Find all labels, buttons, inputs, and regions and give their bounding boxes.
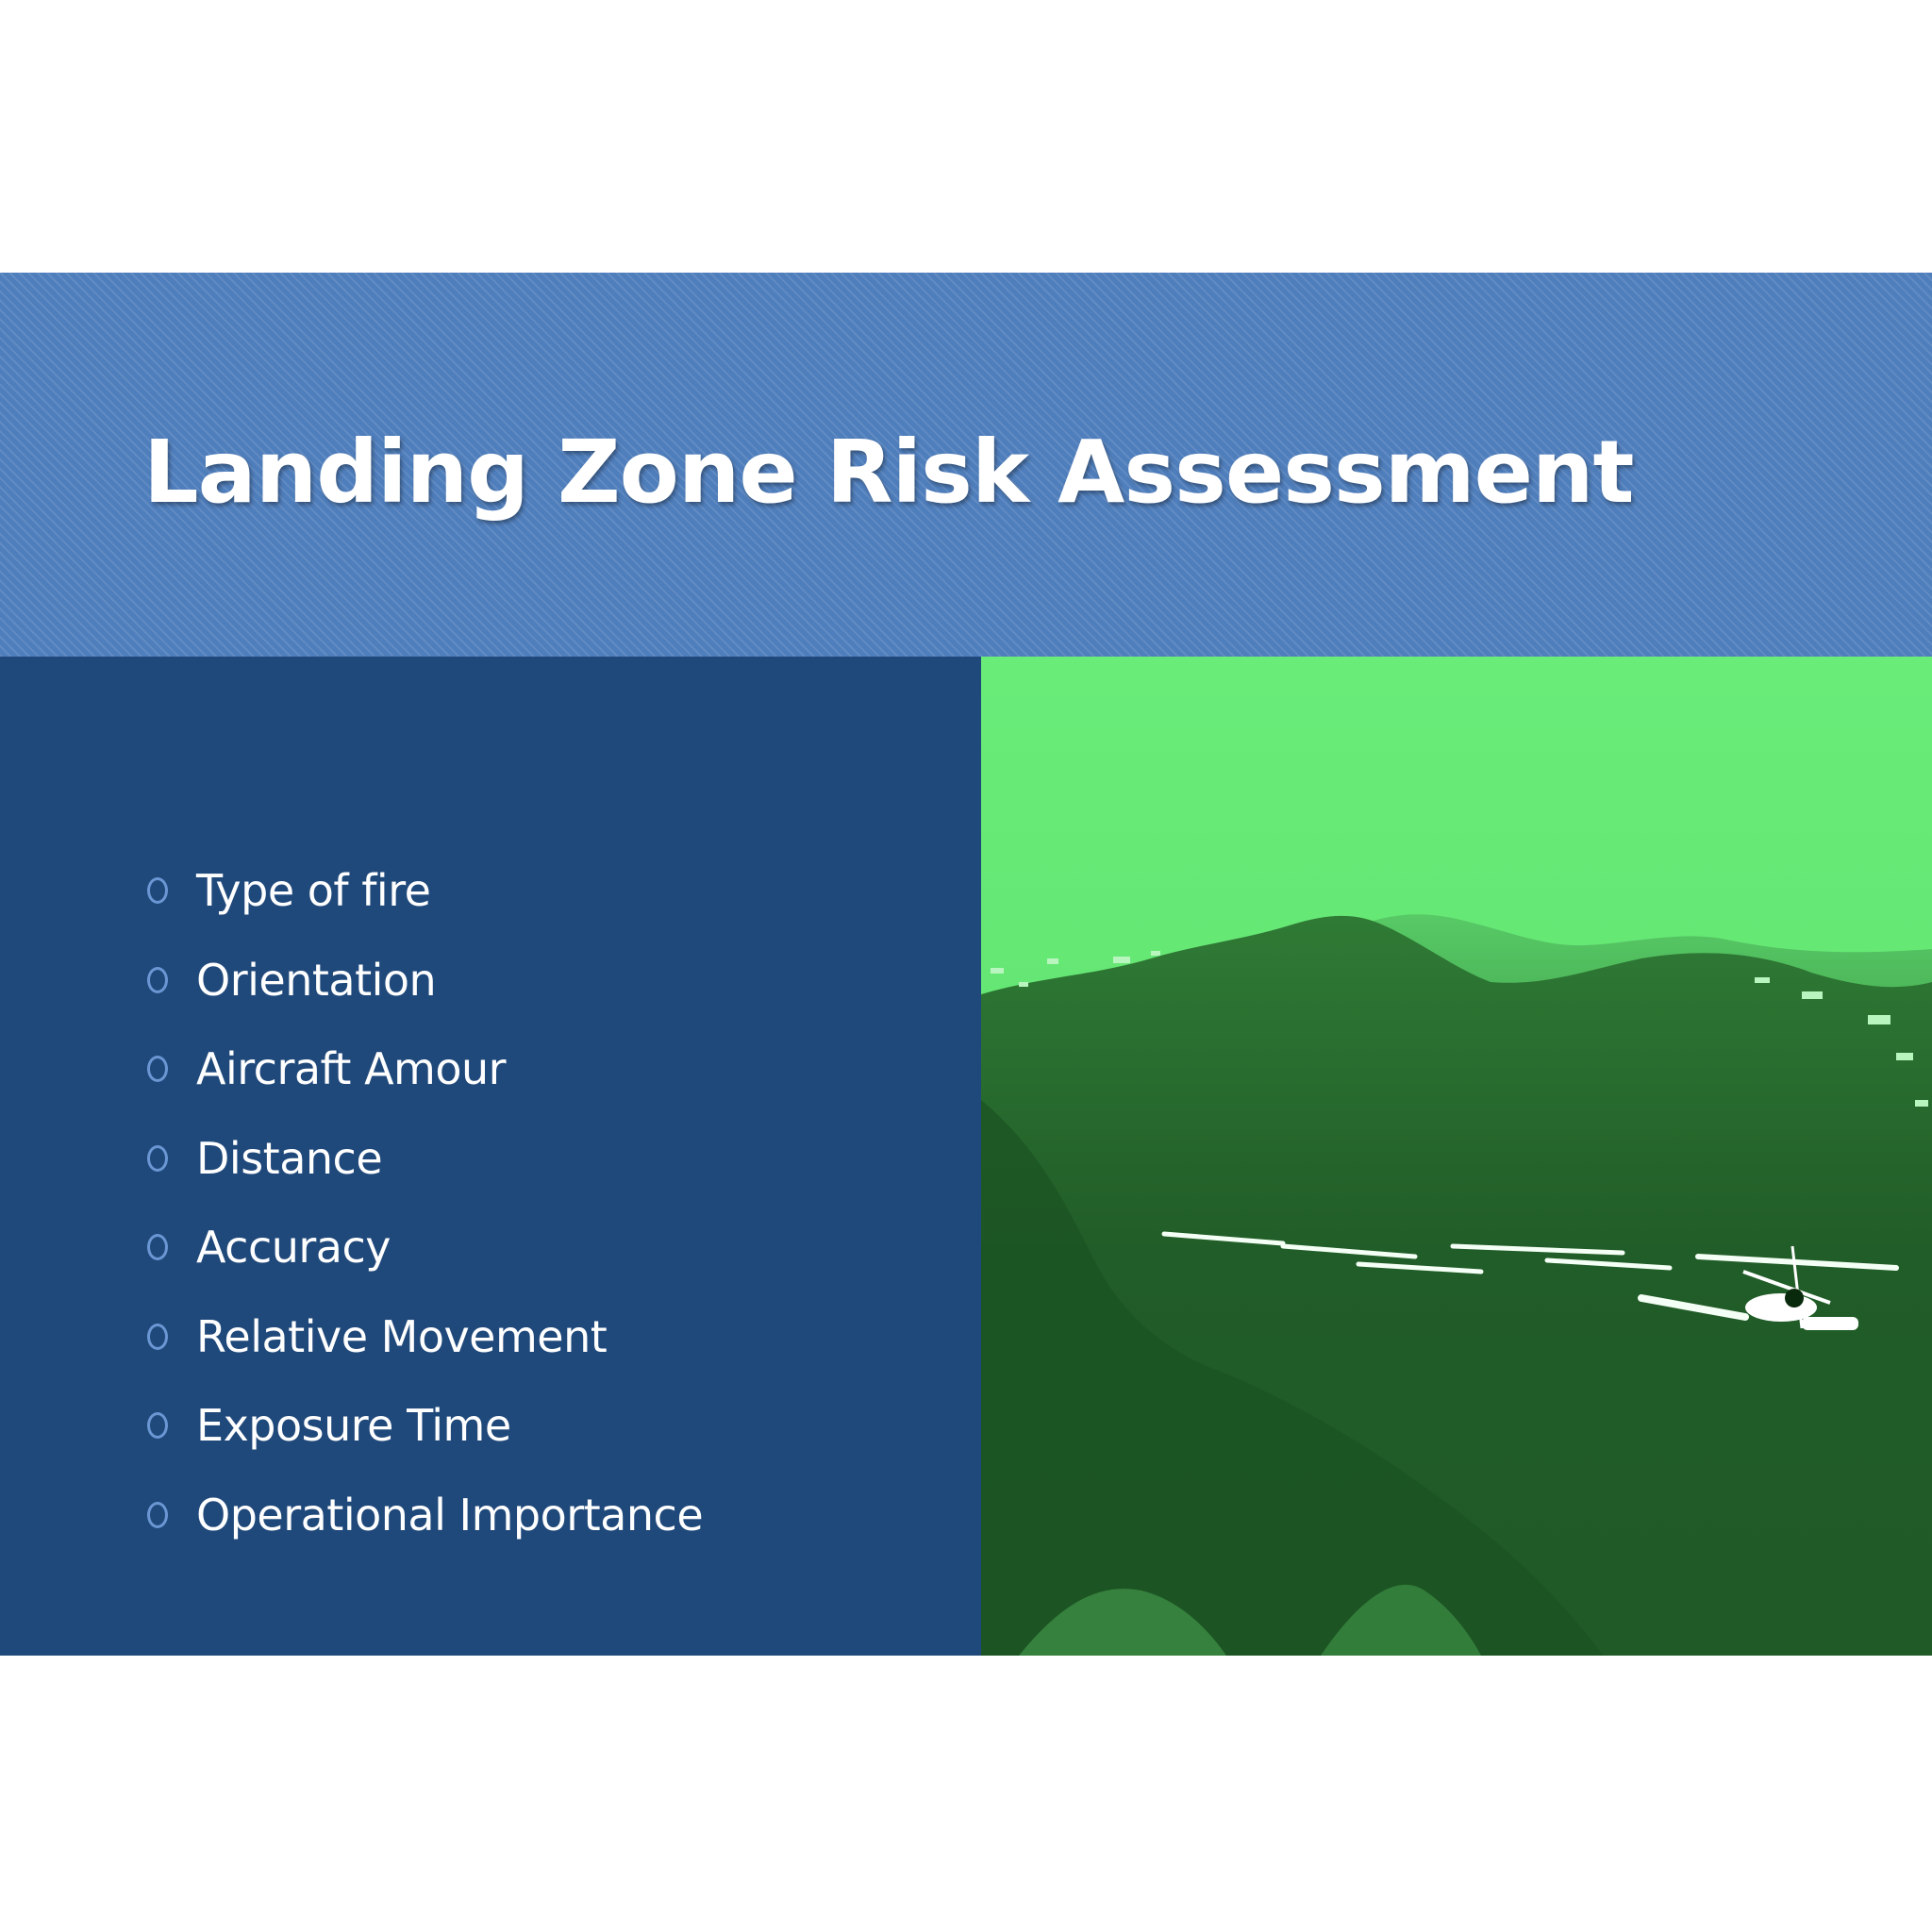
ring-bullet-icon — [147, 877, 168, 905]
valley-shadow — [981, 1100, 1604, 1656]
ring-bullet-icon — [147, 1234, 168, 1261]
bullet-text: Operational Importance — [196, 1489, 704, 1541]
photo-graphic — [981, 657, 1932, 1656]
list-item: Orientation — [147, 936, 703, 1025]
list-item: Type of fire — [147, 846, 703, 936]
ring-bullet-icon — [147, 1501, 168, 1528]
ring-bullet-icon — [147, 1056, 168, 1083]
bullet-text: Relative Movement — [196, 1310, 608, 1362]
bullet-text: Type of fire — [196, 865, 431, 917]
slide: Landing Zone Risk Assessment Type of fir… — [0, 273, 1932, 1656]
foreground-rocks — [1321, 1584, 1481, 1656]
bullet-text: Aircraft Amour — [196, 1043, 507, 1095]
header-band — [0, 273, 1932, 657]
bullet-text: Accuracy — [196, 1222, 391, 1274]
list-item: Distance — [147, 1114, 703, 1204]
village-lights — [991, 951, 1928, 1107]
ring-bullet-icon — [147, 1412, 168, 1440]
helicopter-icon — [1742, 1245, 1858, 1330]
foreground-rocks — [1019, 1589, 1226, 1656]
list-item: Relative Movement — [147, 1292, 703, 1382]
night-vision-helicopter-photo — [981, 657, 1932, 1656]
bullet-list: Type of fire Orientation Aircraft Amour … — [147, 846, 704, 1560]
bullet-text: Exposure Time — [196, 1400, 511, 1452]
slide-title: Landing Zone Risk Assessment — [143, 422, 1635, 523]
ring-bullet-icon — [147, 1323, 168, 1350]
bullet-text: Distance — [196, 1132, 383, 1184]
bullet-text: Orientation — [196, 954, 437, 1006]
list-item: Aircraft Amour — [147, 1024, 703, 1114]
ring-bullet-icon — [147, 1144, 168, 1172]
ring-bullet-icon — [147, 966, 168, 993]
list-item: Accuracy — [147, 1203, 703, 1292]
list-item: Operational Importance — [147, 1471, 704, 1560]
list-item: Exposure Time — [147, 1381, 703, 1471]
tracer-streaks — [1161, 1231, 1899, 1321]
